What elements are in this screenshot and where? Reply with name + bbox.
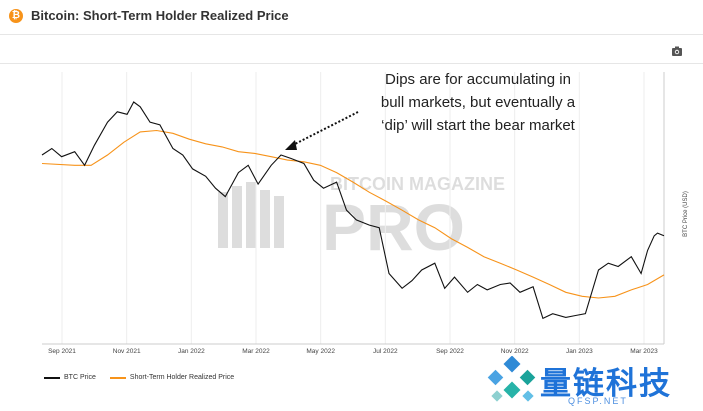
grid xyxy=(61,72,645,344)
chart-area: BITCOIN MAGAZINE PRO Sep 2021 Nov 2021 Jan… xyxy=(41,71,689,355)
watermark-text-pro: PRO xyxy=(322,190,465,264)
annotation-line-3: ‘dip’ will start the bear market xyxy=(381,117,576,134)
brand-watermark: 量链科技 QFSP.NET xyxy=(484,356,699,408)
legend-swatch-sth xyxy=(109,376,126,379)
watermark-logo-icon xyxy=(218,182,284,248)
x-tick-label: Nov 2021 xyxy=(113,348,141,355)
x-tick-label: Sep 2021 xyxy=(48,348,76,355)
watermark-text-top: BITCOIN MAGAZINE xyxy=(330,174,505,194)
y-axis-label: BTC Price (USD) xyxy=(683,191,689,237)
x-tick-label: Nov 2022 xyxy=(501,348,529,355)
legend: BTC Price Short-Term Holder Realized Pri… xyxy=(44,374,248,381)
annotation-line-1: Dips are for accumulating in xyxy=(385,71,571,88)
x-tick-label: Jan 2022 xyxy=(178,348,205,355)
x-ticks: Sep 2021 Nov 2021 Jan 2022 Mar 2022 May 2022… xyxy=(48,348,658,355)
legend-label-btc: BTC Price xyxy=(64,374,96,381)
annotation-arrow xyxy=(290,111,359,147)
x-tick-label: Sep 2022 xyxy=(436,348,464,355)
x-tick-label: May 2022 xyxy=(306,348,335,355)
annotation-line-2: bull markets, but eventually a xyxy=(381,94,576,111)
legend-label-sth: Short-Term Holder Realized Price xyxy=(129,374,235,381)
x-tick-label: Jan 2023 xyxy=(566,348,593,355)
x-tick-label: Mar 2022 xyxy=(242,348,270,355)
toolbar-divider xyxy=(0,63,703,64)
header-divider xyxy=(0,34,703,35)
x-tick-label: Jul 2022 xyxy=(373,348,398,355)
bitcoin-icon: ₿ xyxy=(9,9,23,23)
chart-header: ₿ Bitcoin: Short-Term Holder Realized Pr… xyxy=(0,0,703,34)
series-btc-price xyxy=(41,101,665,320)
chart-title: Bitcoin: Short-Term Holder Realized Pric… xyxy=(31,8,289,23)
brand-url: QFSP.NET xyxy=(568,396,628,406)
brand-name: 量链科技 xyxy=(540,366,672,402)
x-tick-label: Mar 2023 xyxy=(630,348,658,355)
annotation-arrow-head xyxy=(285,140,297,150)
brand-logo-icon xyxy=(487,356,536,402)
annotation: Dips are for accumulating in bull market… xyxy=(285,71,576,150)
series-sth-realized-price xyxy=(41,129,665,299)
watermark: BITCOIN MAGAZINE PRO xyxy=(218,174,505,264)
camera-icon[interactable] xyxy=(666,43,688,61)
legend-item-btc[interactable]: BTC Price xyxy=(44,374,96,381)
legend-swatch-btc xyxy=(44,376,60,379)
legend-item-sth[interactable]: Short-Term Holder Realized Price xyxy=(109,374,235,381)
